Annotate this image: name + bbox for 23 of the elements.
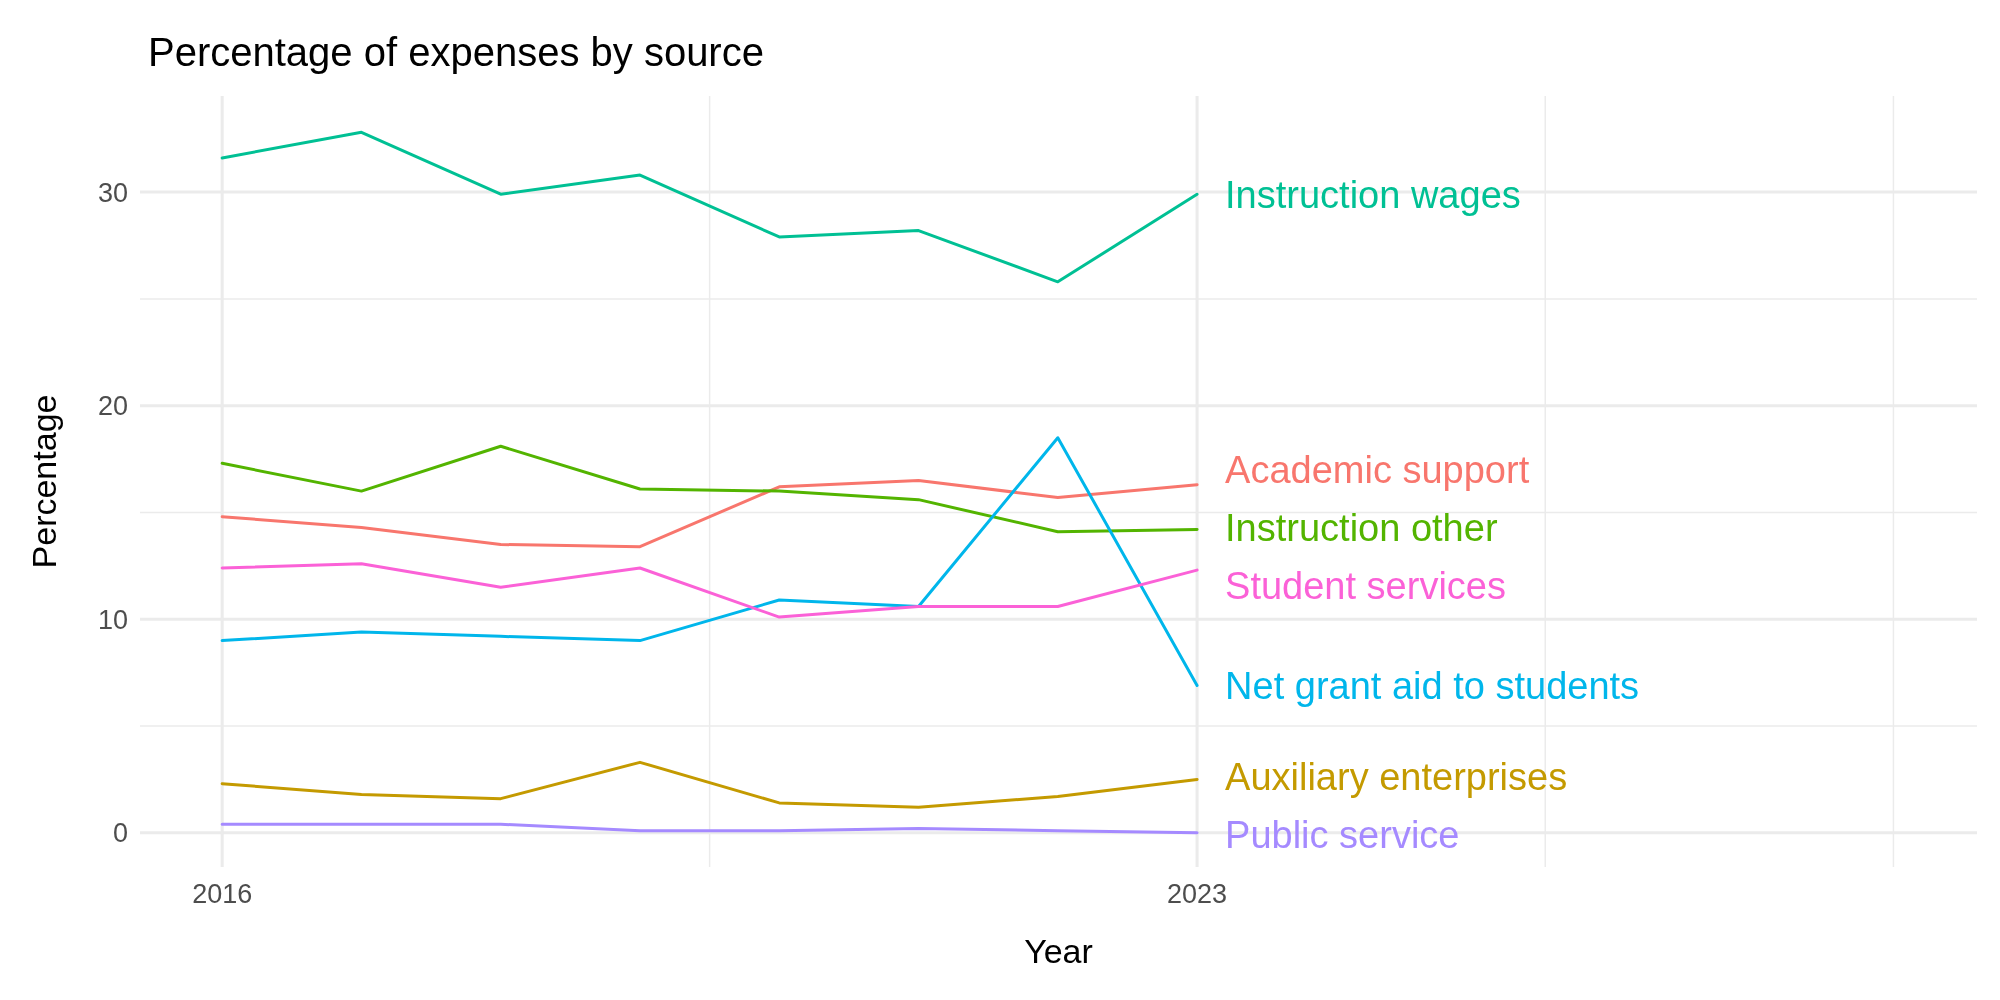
line-series: [220, 478, 1199, 549]
line-series: [220, 130, 1199, 284]
line-series: [220, 444, 1199, 534]
series-label: Academic support: [1225, 449, 1530, 492]
y-tick-label: 10: [97, 604, 128, 635]
chart-title: Percentage of expenses by source: [148, 30, 764, 74]
series-label: Instruction wages: [1225, 173, 1521, 216]
series-label: Public service: [1225, 814, 1460, 857]
x-tick-label: 2016: [192, 879, 253, 909]
line-series: [220, 562, 1199, 619]
series-label: Instruction other: [1225, 507, 1498, 550]
line-series: [220, 760, 1199, 809]
y-axis-title: Percentage: [25, 394, 63, 569]
series-label: Student services: [1225, 565, 1506, 608]
y-tick-label: 20: [97, 391, 128, 422]
series-label: Auxiliary enterprises: [1225, 756, 1568, 799]
series-label: Net grant aid to students: [1225, 664, 1640, 707]
y-tick-label: 0: [112, 818, 128, 849]
line-series: [220, 822, 1199, 835]
line-series: [220, 436, 1199, 687]
y-tick-label: 30: [97, 177, 128, 208]
x-tick-label: 2023: [1167, 879, 1228, 909]
x-axis-title: Year: [1024, 932, 1093, 970]
